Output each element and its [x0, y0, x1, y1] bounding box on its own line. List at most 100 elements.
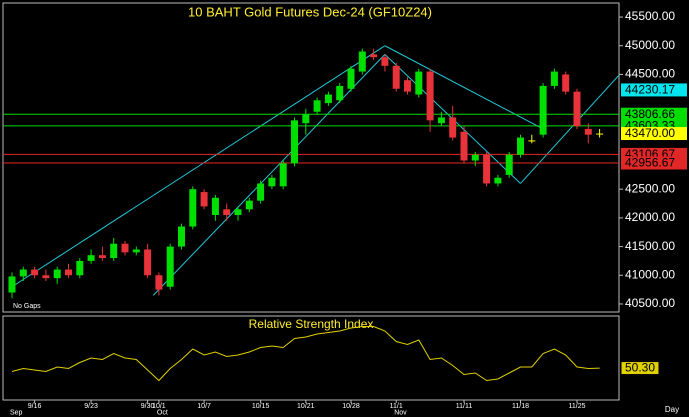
candle-body: [268, 177, 276, 187]
candle-body: [562, 74, 570, 92]
candle-body: [76, 260, 84, 276]
price-plot: [3, 45, 619, 299]
y-tick-label: 44500.00: [625, 67, 675, 81]
rsi-line: [11, 326, 600, 382]
trend-line: [11, 45, 386, 288]
y-tick-label: 41000.00: [625, 267, 675, 281]
level-box: [621, 127, 687, 141]
level-label: 44230.17: [625, 83, 675, 97]
x-tick-label: 11/18: [512, 403, 529, 410]
x-tick-label: 11/25: [569, 403, 586, 410]
y-tick-label: 42500.00: [625, 181, 675, 195]
candle-body: [121, 243, 129, 253]
candle-body: [42, 275, 50, 279]
price-panel: [2, 2, 620, 313]
level-box: [621, 83, 687, 97]
x-tick-label: 10/7: [197, 403, 211, 410]
candle-body: [471, 154, 479, 161]
x-axis-label: Day: [665, 405, 679, 414]
annotation: No Gaps: [13, 303, 41, 310]
x-tick-label: 10/28: [342, 403, 360, 410]
candle-body: [449, 117, 457, 138]
candle-body: [245, 200, 253, 210]
level-box: [621, 156, 687, 170]
candle-body: [53, 269, 61, 279]
candle-body: [31, 269, 39, 276]
candle-body: [539, 85, 547, 135]
level-label: 43470.00: [625, 126, 675, 140]
trend-line: [152, 54, 386, 296]
candle-body: [336, 85, 344, 101]
candle-body: [211, 197, 219, 216]
x-tick-label: 9/23: [84, 403, 98, 410]
candle-body: [550, 71, 558, 86]
candle-body: [437, 117, 445, 124]
x-tick-label: 10/21: [297, 403, 315, 410]
candle-body: [494, 177, 502, 184]
candle-body: [460, 131, 468, 161]
candle-body: [517, 137, 524, 155]
level-box: [621, 107, 687, 121]
candle-body: [324, 94, 332, 104]
candle-body: [189, 189, 197, 227]
y-tick-label: 42000.00: [625, 210, 675, 224]
y-tick-label: 40500.00: [625, 296, 675, 310]
rsi-title: Relative Strength Index: [249, 317, 374, 331]
x-tick-label: 9/30: [141, 403, 155, 410]
candle-body: [257, 183, 265, 201]
candle-body: [596, 133, 604, 135]
candle-body: [347, 68, 355, 89]
y-tick-label: 45000.00: [625, 38, 675, 52]
x-tick-label: 10/1: [152, 403, 166, 410]
candle-body: [166, 246, 174, 287]
candle-body: [404, 80, 411, 92]
candle-body: [98, 255, 106, 259]
rsi-panel: [2, 315, 620, 401]
candle-body: [65, 269, 72, 276]
candle-body: [505, 154, 513, 175]
candle-body: [483, 154, 491, 184]
month-label: Nov: [394, 409, 407, 416]
x-tick-label: 10/15: [252, 403, 270, 410]
candle-body: [144, 249, 152, 276]
level-label: 42956.67: [625, 156, 675, 170]
candle-body: [155, 275, 163, 290]
candle-body: [584, 128, 592, 135]
value-box: [620, 361, 660, 376]
candle-body: [110, 243, 118, 259]
month-label: Sep: [10, 409, 23, 416]
candle-body: [415, 71, 423, 95]
candle-body: [200, 192, 208, 207]
candle-body: [381, 57, 389, 66]
candle-body: [223, 209, 231, 216]
candle-body: [528, 140, 536, 142]
level-label: 43806.66: [625, 107, 675, 121]
y-tick-label: 45500.00: [625, 9, 675, 23]
candle-body: [358, 51, 366, 72]
candle-body: [87, 255, 95, 261]
candle-body: [291, 120, 298, 164]
candle-body: [178, 226, 185, 247]
month-label: Oct: [157, 409, 168, 416]
trend-line: [520, 74, 619, 184]
trend-line: [384, 45, 544, 130]
candle-body: [132, 249, 140, 253]
candle-body: [302, 114, 310, 124]
y-tick-label: 41500.00: [625, 239, 675, 253]
candle-body: [279, 163, 287, 187]
candle-body: [392, 65, 400, 89]
candle-body: [19, 269, 27, 277]
chart-title: 10 BAHT Gold Futures Dec-24 (GF10Z24): [188, 4, 432, 19]
candle-body: [8, 276, 16, 293]
x-tick-label: 9/16: [28, 403, 42, 410]
candle-body: [370, 54, 378, 58]
candle-body: [426, 71, 434, 121]
value-label: 50.30: [625, 361, 655, 375]
candle-body: [313, 100, 321, 112]
x-tick-label: 11/11: [456, 403, 473, 410]
x-tick-label: 11/1: [390, 403, 403, 410]
candle-body: [573, 91, 581, 127]
candle-body: [234, 209, 242, 216]
